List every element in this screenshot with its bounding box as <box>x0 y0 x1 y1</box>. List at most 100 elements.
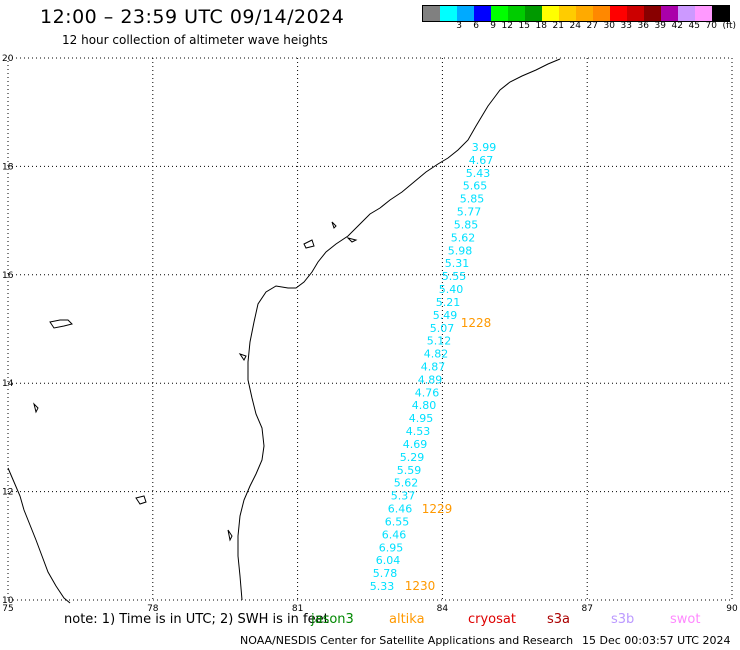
map-subtitle: 12 hour collection of altimeter wave hei… <box>62 33 328 47</box>
wave-height-value: 5.85 <box>460 193 485 206</box>
longitude-tick-label: 84 <box>437 604 449 614</box>
credit-timestamp: 15 Dec 00:03:57 UTC 2024 <box>582 634 731 647</box>
colorbar-tick-label: 39 <box>654 21 666 31</box>
wave-height-value: 5.29 <box>400 451 425 464</box>
coastline <box>7 58 561 604</box>
wave-height-value: 4.69 <box>403 438 428 451</box>
longitude-tick-label: 78 <box>147 604 159 614</box>
colorbar-swatch <box>576 6 593 21</box>
colorbar-tick-label: 24 <box>569 21 581 31</box>
wave-height-value: 4.80 <box>412 399 437 412</box>
coastline-island-1 <box>49 319 73 329</box>
colorbar-tick-label: 36 <box>637 21 649 31</box>
colorbar-swatch <box>678 6 695 21</box>
colorbar-tick-label: 42 <box>671 21 683 31</box>
colorbar-labels: 3 6 9 12 15 18 21 24 27 30 33 36 39 42 45 70 (ft) <box>422 21 740 35</box>
colorbar-swatch <box>593 6 610 21</box>
colorbar-tick-label: 33 <box>620 21 632 31</box>
wave-height-value: 3.99 <box>472 141 497 154</box>
wave-height-value: 5.98 <box>448 244 473 257</box>
coastline-island-4 <box>346 237 358 243</box>
latitude-tick-label: 10 <box>2 596 14 606</box>
latitude-tick-label: 16 <box>2 271 14 281</box>
colorbar-tick-label: 12 <box>501 21 513 31</box>
colorbar-tick-label: 30 <box>603 21 615 31</box>
wave-height-value: 4.53 <box>406 425 431 438</box>
colorbar-legend <box>422 5 730 22</box>
colorbar-swatch <box>525 6 542 21</box>
map-title: 12:00 – 23:59 UTC 09/14/2024 <box>40 6 345 28</box>
footer-note: note: 1) Time is in UTC; 2) SWH is in fe… <box>64 612 329 627</box>
colorbar-tick-label: 70 <box>705 21 717 31</box>
credit-line: NOAA/NESDIS Center for Satellite Applica… <box>240 634 574 647</box>
longitude-tick-label: 90 <box>726 604 738 614</box>
wave-height-value: 5.33 <box>370 580 395 593</box>
pass-time-label: 1229 <box>422 502 453 516</box>
colorbar-swatch <box>474 6 491 21</box>
colorbar-swatch <box>559 6 576 21</box>
longitude-tick-label: 81 <box>292 604 303 614</box>
colorbar-swatch <box>627 6 644 21</box>
latitude-tick-label: 18 <box>2 162 14 172</box>
wave-height-value: 5.55 <box>442 270 467 283</box>
wave-height-value: 5.49 <box>433 309 458 322</box>
latitude-tick-label: 12 <box>2 488 13 498</box>
axis-tick-labels: 75 78 81 84 87 90 20 18 16 14 12 10 <box>2 54 738 614</box>
latitude-tick-label: 20 <box>2 54 14 64</box>
colorbar-swatch <box>508 6 525 21</box>
colorbar-swatch <box>491 6 508 21</box>
wave-height-value: 4.82 <box>424 348 449 361</box>
wave-height-value: 5.62 <box>451 231 476 244</box>
coastline-island-3 <box>303 239 315 249</box>
coastline-island-7 <box>238 353 247 361</box>
wave-height-value: 6.55 <box>385 515 410 528</box>
wave-height-value: 5.12 <box>427 335 452 348</box>
satellite-legend-item: swot <box>670 612 701 627</box>
wave-height-value: 6.46 <box>382 528 407 541</box>
colorbar-tick-label: 9 <box>490 21 496 31</box>
coastline-island-5 <box>33 402 39 414</box>
satellite-legend-item: jason3 <box>311 612 354 627</box>
colorbar-tick-label: 3 <box>456 21 462 31</box>
pass-time-label: 1230 <box>405 579 436 593</box>
latitude-tick-label: 14 <box>2 379 14 389</box>
wave-height-value: 5.43 <box>466 167 491 180</box>
longitude-tick-label: 87 <box>581 604 592 614</box>
wave-height-value: 5.37 <box>391 490 416 503</box>
colorbar-swatch <box>423 6 440 21</box>
colorbar-swatch <box>440 6 457 21</box>
map-grid <box>7 57 733 601</box>
coastline-island-6 <box>135 495 147 505</box>
colorbar-tick-label: 45 <box>688 21 700 31</box>
pass-time-label: 1228 <box>461 316 492 330</box>
coastline-island-8 <box>227 529 233 542</box>
coastline-mainland <box>7 58 561 604</box>
colorbar-tick-label: 15 <box>518 21 530 31</box>
colorbar-swatch <box>712 6 729 21</box>
satellite-legend-item: s3b <box>611 612 635 627</box>
pass-time-labels: 1228 1229 1230 <box>405 316 492 593</box>
wave-height-value: 5.77 <box>457 206 482 219</box>
colorbar-swatch <box>644 6 661 21</box>
wave-height-value: 5.40 <box>439 283 464 296</box>
wave-height-value: 4.67 <box>469 154 494 167</box>
wave-height-value: 5.21 <box>436 296 461 309</box>
coastline-island-2 <box>331 221 337 229</box>
map-frame <box>7 57 733 601</box>
wave-height-value: 6.04 <box>376 554 401 567</box>
colorbar-tick-label: 21 <box>552 21 564 31</box>
wave-height-value: 5.07 <box>430 322 455 335</box>
satellite-legend-item: s3a <box>547 612 571 627</box>
wave-height-value: 5.62 <box>394 477 419 490</box>
colorbar-swatch <box>695 6 712 21</box>
satellite-legend-item: altika <box>389 612 425 627</box>
colorbar-tick-label: 18 <box>535 21 547 31</box>
wave-height-value: 4.76 <box>415 386 440 399</box>
satellite-legend-item: cryosat <box>468 612 516 627</box>
wave-height-value: 5.78 <box>373 567 398 580</box>
wave-height-value: 6.46 <box>388 503 413 516</box>
colorbar-unit-label: (ft) <box>722 21 736 31</box>
wave-height-value: 5.65 <box>463 180 488 193</box>
colorbar-tick-label: 6 <box>473 21 479 31</box>
wave-height-value: 4.95 <box>409 412 434 425</box>
